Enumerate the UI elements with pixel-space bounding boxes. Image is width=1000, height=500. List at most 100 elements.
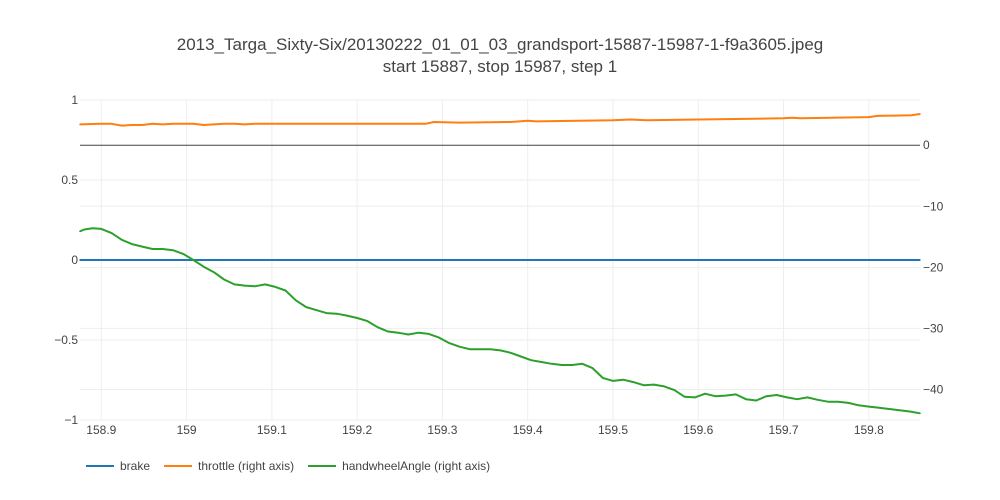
handwheelangle-point — [315, 309, 318, 311]
legend-label-brake: brake — [120, 459, 150, 473]
handwheelangle-point — [571, 364, 573, 366]
brake-point — [79, 259, 81, 261]
legend-item-handwheelangle[interactable]: handwheelAngle (right axis) — [308, 459, 490, 473]
handwheelangle-point — [550, 363, 553, 365]
throttle-point — [799, 117, 802, 120]
handwheelangle-point — [182, 253, 184, 255]
handwheelangle-point — [642, 384, 645, 387]
throttle-point — [782, 117, 785, 120]
handwheelangle-point — [233, 283, 236, 286]
handwheelangle-point — [356, 317, 359, 319]
x-tick-label: 159.2 — [342, 423, 372, 437]
throttle-point — [192, 123, 195, 125]
handwheelangle-point — [857, 404, 860, 407]
throttle-point — [213, 123, 215, 126]
y-left-tick-label: 1 — [71, 93, 78, 107]
handwheelangle-point — [366, 320, 369, 322]
handwheelangle-point — [816, 399, 819, 401]
legend-label-throttle: throttle (right axis) — [198, 459, 294, 473]
handwheelangle-point — [172, 249, 174, 251]
handwheelangle-point — [305, 306, 307, 308]
x-tick-label: 159.7 — [769, 423, 799, 437]
x-tick-label: 159.8 — [854, 423, 884, 437]
x-tick-label: 159 — [177, 423, 197, 437]
handwheelangle-point — [100, 228, 103, 230]
handwheelangle-point — [878, 407, 880, 409]
y-left-tick-label: 0.5 — [61, 173, 78, 187]
handwheelangle-point — [775, 394, 778, 396]
handwheelangle-point — [346, 314, 348, 317]
throttle-point — [79, 123, 81, 126]
handwheelangle-point — [919, 412, 921, 415]
throttle-point — [141, 124, 144, 126]
legend-item-brake[interactable]: brake — [86, 459, 150, 473]
handwheelangle-point — [745, 398, 747, 401]
throttle-point — [151, 123, 154, 125]
handwheelangle-point — [335, 312, 338, 315]
throttle-point — [243, 123, 246, 126]
handwheelangle-point — [622, 378, 624, 381]
handwheelangle-point — [827, 400, 829, 403]
x-tick-label: 159.5 — [598, 423, 628, 437]
throttle-point — [356, 123, 359, 125]
axes: 158.9 159 159.1 159.2 159.3 159.4 159.5 159.6 15… — [54, 93, 943, 437]
handwheelangle-point — [438, 336, 440, 339]
throttle-point — [526, 120, 529, 122]
y-left-tick-label: −0.5 — [54, 333, 78, 347]
handwheelangle-point — [581, 363, 584, 365]
throttle-point — [791, 116, 793, 119]
handwheelangle-point — [458, 345, 461, 348]
throttle-point — [424, 123, 427, 125]
handwheelangle-point — [694, 396, 696, 399]
y-right-tick-label: 0 — [923, 138, 930, 152]
handwheelangle-point — [407, 333, 410, 336]
handwheelangle-point — [151, 248, 154, 250]
throttle-point — [919, 113, 921, 115]
throttle-point — [110, 123, 113, 125]
throttle-point — [223, 123, 225, 125]
handwheelangle-point — [254, 285, 256, 288]
handwheelangle-point — [847, 402, 850, 404]
legend-item-throttle[interactable]: throttle (right axis) — [164, 459, 294, 473]
throttle-point — [612, 119, 614, 121]
handwheelangle-point — [264, 283, 266, 286]
throttle-point — [161, 123, 164, 126]
y-left-tick-label: 0 — [71, 253, 78, 267]
handwheelangle-point — [714, 395, 717, 398]
handwheelangle-point — [632, 381, 635, 383]
y-right-tick-label: −30 — [923, 321, 944, 335]
handwheelangle-point — [192, 259, 195, 261]
handwheelangle-point — [509, 352, 512, 354]
handwheelangle-point — [663, 385, 665, 388]
throttle-point — [535, 120, 537, 123]
handwheelangle-point — [284, 289, 287, 292]
handwheelangle-point — [806, 396, 809, 399]
handwheelangle-point — [898, 409, 901, 412]
y-right-tick-label: −20 — [923, 260, 944, 274]
handwheelangle-point — [223, 278, 225, 281]
handwheelangle-point — [141, 245, 144, 248]
handwheelangle-point — [868, 405, 870, 408]
handwheelangle-point — [376, 326, 379, 329]
x-tick-label: 158.9 — [86, 423, 116, 437]
handwheelangle-point — [489, 348, 492, 351]
handwheelangle-point — [704, 392, 706, 395]
handwheelangle-point — [561, 364, 563, 366]
handwheelangle-point — [79, 230, 81, 233]
legend[interactable]: brake throttle (right axis) handwheelAngle… — [86, 459, 490, 473]
throttle-point — [697, 118, 700, 121]
handwheelangle-point — [131, 243, 133, 245]
handwheelangle-point — [591, 367, 594, 369]
handwheelangle-point — [325, 312, 328, 314]
handwheelangle-point — [724, 394, 727, 397]
throttle-point — [509, 121, 512, 123]
handwheelangle-point — [653, 383, 655, 386]
y-left-tick-label: −1 — [64, 413, 78, 427]
handwheelangle-point — [683, 396, 686, 398]
handwheelangle-point — [479, 348, 481, 351]
throttle-point — [868, 116, 870, 118]
handwheelangle-point — [448, 342, 451, 344]
throttle-point — [629, 118, 631, 121]
handwheelangle-point — [213, 271, 215, 274]
